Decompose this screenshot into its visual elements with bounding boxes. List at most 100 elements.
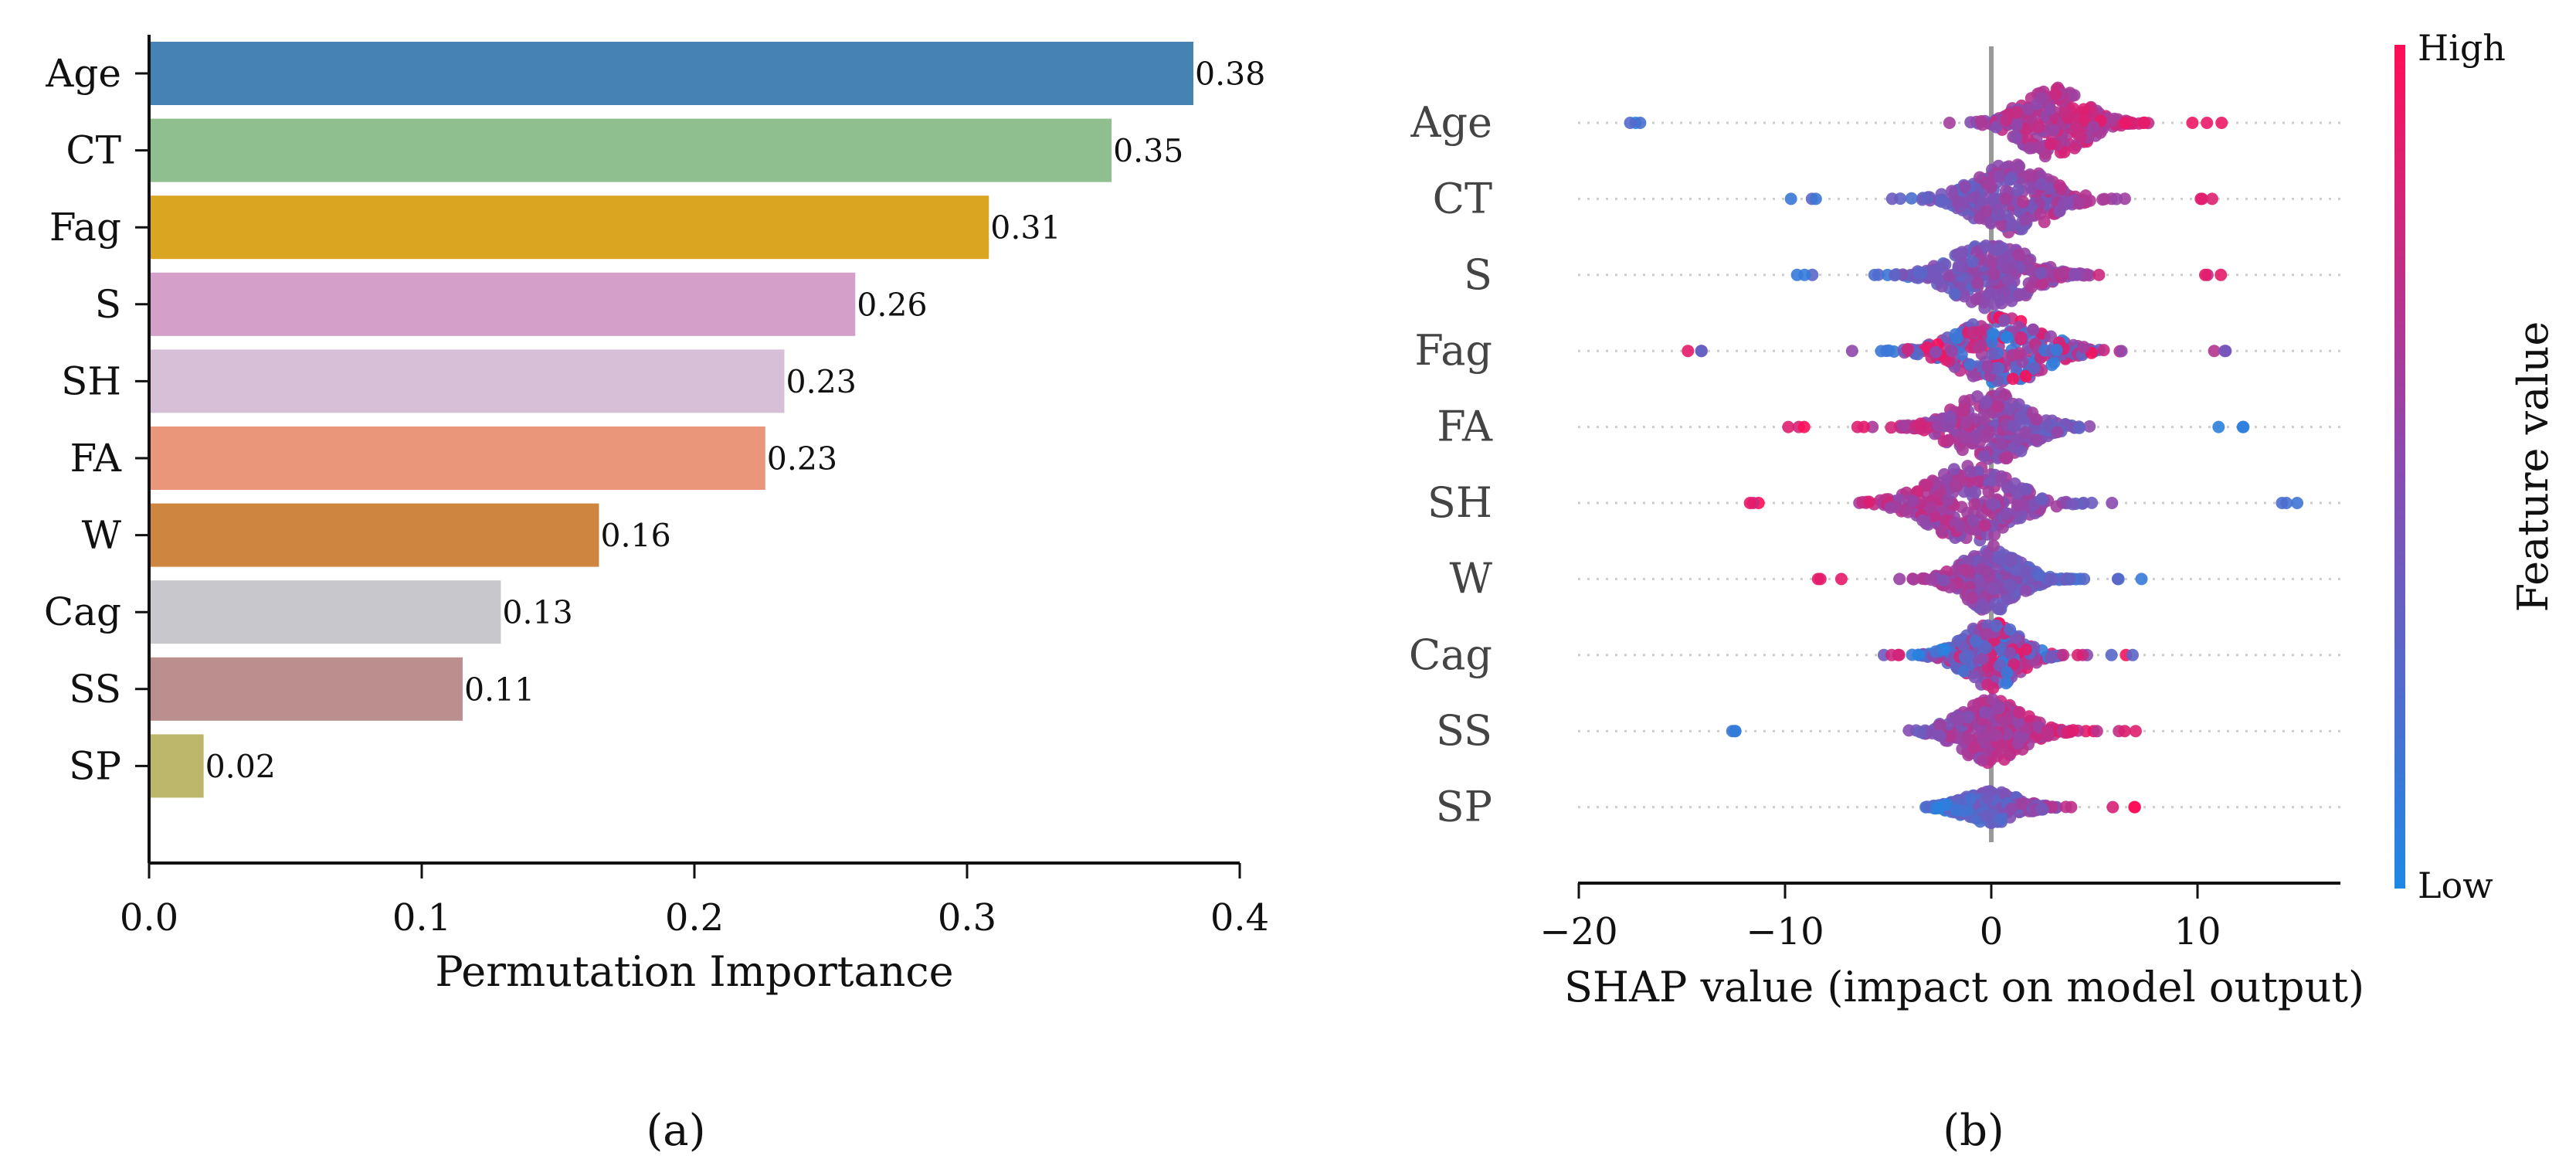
shap-point: [1968, 671, 1981, 684]
shap-point: [1960, 416, 1973, 429]
shap-point: [2010, 563, 2023, 576]
x-tick-label: 0.3: [938, 896, 996, 940]
feature-label: SP: [1436, 783, 1492, 831]
shap-point: [1885, 192, 1899, 206]
value-label: 0.02: [205, 748, 276, 785]
shap-point: [1949, 479, 1962, 492]
shap-point: [1782, 420, 1795, 433]
shap-point: [1958, 563, 1971, 576]
shap-point: [2035, 267, 2048, 280]
bar-sp: [149, 734, 204, 798]
permutation-importance-chart: Age 0.38 CT 0.35 Fag 0.31 S 0.26 SH 0.23 FA 0.23 W 0.…: [44, 35, 1269, 996]
shap-point: [1902, 342, 1914, 355]
shap-point: [2014, 331, 2028, 344]
shap-point: [2050, 500, 2063, 513]
shap-point: [2218, 345, 2232, 358]
shap-point: [2058, 145, 2071, 158]
shap-point: [2111, 573, 2124, 586]
shap-point: [2019, 213, 2032, 226]
shap-point: [1981, 360, 1994, 373]
shap-point: [2115, 345, 2128, 358]
shap-point: [1959, 431, 1972, 444]
shap-point: [1986, 348, 1999, 361]
shap-point: [1982, 485, 1995, 498]
shap-point: [1884, 501, 1897, 515]
category-label: SS: [69, 667, 121, 712]
shap-point: [2045, 800, 2058, 814]
shap-point: [1624, 117, 1637, 129]
shap-point: [2035, 493, 2048, 505]
shap-point: [2020, 483, 2033, 496]
shap-point: [2215, 268, 2228, 281]
shap-point: [2059, 105, 2072, 118]
shap-point: [2005, 219, 2018, 232]
shap-point: [1743, 497, 1756, 509]
category-label: Age: [45, 51, 121, 96]
caption-a: (a): [646, 1106, 705, 1156]
shap-point: [1963, 465, 1977, 478]
feature-label: CT: [1433, 174, 1492, 223]
shap-point: [2194, 192, 2208, 206]
shap-point: [1980, 641, 1993, 654]
shap-point: [2008, 420, 2021, 433]
shap-point: [1994, 294, 2007, 307]
shap-point: [1967, 514, 1980, 527]
shap-point: [1954, 520, 1967, 532]
value-label: 0.26: [857, 287, 927, 324]
shap-point: [2041, 729, 2055, 743]
shap-point: [2035, 91, 2048, 104]
shap-point: [2010, 119, 2023, 132]
shap-point: [1977, 450, 1991, 463]
shap-point: [2003, 579, 2016, 592]
shap-point: [2032, 121, 2045, 134]
shap-point: [2062, 196, 2075, 209]
shap-point: [2023, 141, 2036, 155]
shap-point: [1925, 573, 1938, 586]
shap-point: [2004, 647, 2017, 660]
shap-point: [2033, 569, 2045, 582]
x-tick-label: 0.4: [1210, 896, 1269, 940]
colorbar: [2394, 45, 2405, 889]
shap-point: [2096, 193, 2109, 206]
bar-sh: [149, 349, 785, 413]
shap-point: [1892, 648, 1906, 661]
shap-point: [1976, 754, 1989, 767]
shap-point: [2020, 643, 2033, 656]
shap-point: [2012, 183, 2025, 196]
shap-point: [2063, 573, 2076, 586]
value-label: 0.38: [1195, 56, 1265, 93]
value-label: 0.23: [767, 440, 837, 477]
shap-point: [2004, 747, 2017, 760]
feature-label: Age: [1410, 98, 1492, 147]
shap-point: [2017, 195, 2030, 209]
shap-point: [2056, 267, 2069, 280]
shap-point: [1929, 645, 1942, 658]
shap-point: [2199, 268, 2211, 281]
shap-point: [1961, 711, 1974, 724]
shap-point: [1866, 420, 1879, 433]
shap-point: [2090, 725, 2103, 738]
shap-point: [1983, 425, 1996, 438]
shap-point: [2013, 248, 2025, 261]
shap-point: [2008, 477, 2021, 490]
shap-point: [1845, 345, 1858, 358]
shap-point: [1875, 345, 1888, 358]
shap-point: [1957, 403, 1970, 416]
shap-point: [2045, 359, 2058, 372]
shap-point: [2086, 496, 2099, 509]
value-label: 0.31: [990, 209, 1061, 246]
shap-point: [2035, 803, 2048, 816]
category-label: Cag: [44, 590, 121, 634]
shap-point: [1971, 390, 1984, 403]
shap-point: [1914, 417, 1927, 430]
shap-point: [1993, 209, 2006, 222]
shap-point: [2049, 87, 2062, 100]
shap-point: [2135, 573, 2148, 586]
shap-point: [1993, 170, 2006, 183]
shap-point: [1996, 254, 2009, 267]
shap-point: [1932, 420, 1945, 433]
shap-point: [1963, 793, 1977, 806]
shap-point: [1980, 395, 1994, 408]
bar-fa: [149, 426, 765, 490]
shap-point: [1983, 287, 1996, 300]
